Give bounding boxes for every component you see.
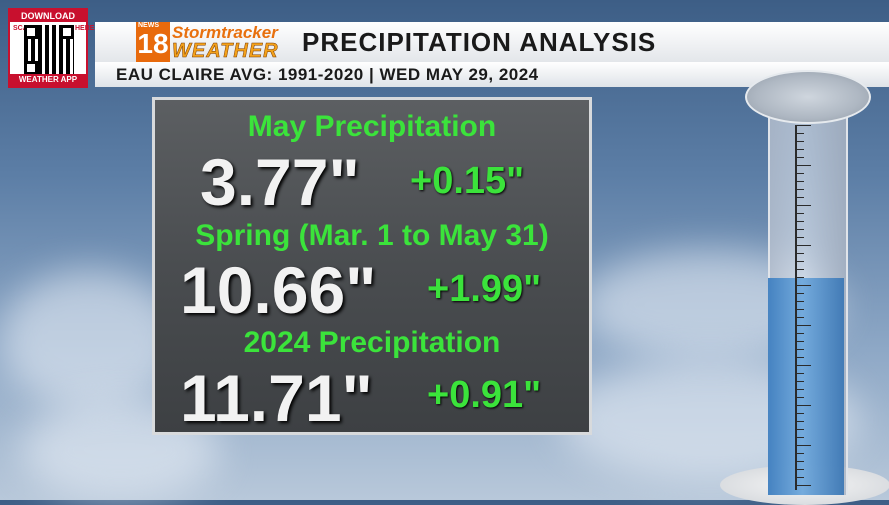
gauge-tick (795, 477, 804, 478)
gauge-tick (795, 149, 804, 150)
gauge-tick (795, 397, 804, 398)
gauge-tick (795, 181, 804, 182)
gauge-tick (795, 365, 811, 366)
gauge-tick (795, 125, 811, 126)
gauge-tick (795, 261, 804, 262)
gauge-tick (795, 461, 804, 462)
gauge-tick (795, 133, 804, 134)
gauge-tick (795, 317, 804, 318)
gauge-tick (795, 357, 804, 358)
gauge-tick (795, 285, 811, 286)
gauge-tick (795, 237, 804, 238)
gauge-tick (795, 349, 804, 350)
gauge-tick (795, 157, 804, 158)
value-year: 11.71" (180, 361, 373, 435)
section-title-year: 2024 Precipitation (243, 326, 501, 359)
gauge-tick (795, 189, 804, 190)
gauge-tick (795, 413, 804, 414)
qr-download-label: DOWNLOAD (10, 10, 86, 22)
gauge-tick (795, 381, 804, 382)
section-title-may: May Precipitation (247, 110, 497, 143)
departure-may: +0.15" (410, 160, 525, 202)
gauge-tick (795, 389, 804, 390)
gauge-tick (795, 253, 804, 254)
gauge-scale-line (795, 125, 797, 490)
gauge-tick (795, 437, 804, 438)
value-spring: 10.66" (180, 253, 377, 327)
departure-year: +0.91" (427, 374, 542, 416)
section-title-spring: Spring (Mar. 1 to May 31) (195, 219, 549, 252)
gauge-tick (795, 301, 804, 302)
departure-spring: +1.99" (427, 268, 542, 310)
gauge-tick (795, 405, 811, 406)
gauge-tick (795, 269, 804, 270)
brand-top-text: Stormtracker (172, 23, 278, 42)
gauge-tick (795, 325, 811, 326)
news-label: NEWS (138, 22, 159, 29)
gauge-tick (795, 469, 804, 470)
page-title: PRECIPITATION ANALYSIS (302, 27, 657, 57)
brand-bottom-text: WEATHER (172, 40, 279, 63)
gauge-tick (795, 277, 804, 278)
cloud (0, 270, 180, 410)
rain-gauge-icon (720, 70, 889, 505)
gauge-tick (795, 221, 804, 222)
station-logo: 18 NEWS Stormtracker WEATHER (136, 22, 296, 62)
channel-number: 18 (136, 22, 170, 62)
gauge-tick (795, 293, 804, 294)
gauge-tick (795, 341, 804, 342)
gauge-tick (795, 165, 811, 166)
gauge-tick (795, 485, 811, 486)
header-bar (95, 22, 889, 64)
gauge-tick (795, 213, 804, 214)
gauge-tick (795, 453, 804, 454)
qr-scan-label: SCAN (13, 25, 33, 32)
gauge-tick (795, 205, 811, 206)
page-subtitle: EAU CLAIRE AVG: 1991-2020 | WED MAY 29, … (116, 65, 539, 84)
gauge-rim (745, 70, 871, 124)
qr-code[interactable]: DOWNLOAD SCAN HERE WEATHER APP (8, 8, 95, 88)
gauge-tick (795, 333, 804, 334)
value-may: 3.77" (200, 145, 360, 219)
gauge-tick (795, 173, 804, 174)
qr-app-label: WEATHER APP (10, 74, 86, 86)
qr-code-icon (24, 25, 74, 75)
gauge-tick (795, 373, 804, 374)
gauge-tick (795, 197, 804, 198)
gauge-water (768, 278, 844, 495)
gauge-tick (795, 309, 804, 310)
gauge-tick (795, 141, 804, 142)
gauge-tick (795, 229, 804, 230)
gauge-tick (795, 429, 804, 430)
gauge-tick (795, 421, 804, 422)
gauge-tick (795, 445, 811, 446)
gauge-tick (795, 245, 811, 246)
precipitation-panel: May Precipitation 3.77" +0.15" Spring (M… (152, 97, 592, 435)
qr-here-label: HERE (75, 25, 95, 32)
